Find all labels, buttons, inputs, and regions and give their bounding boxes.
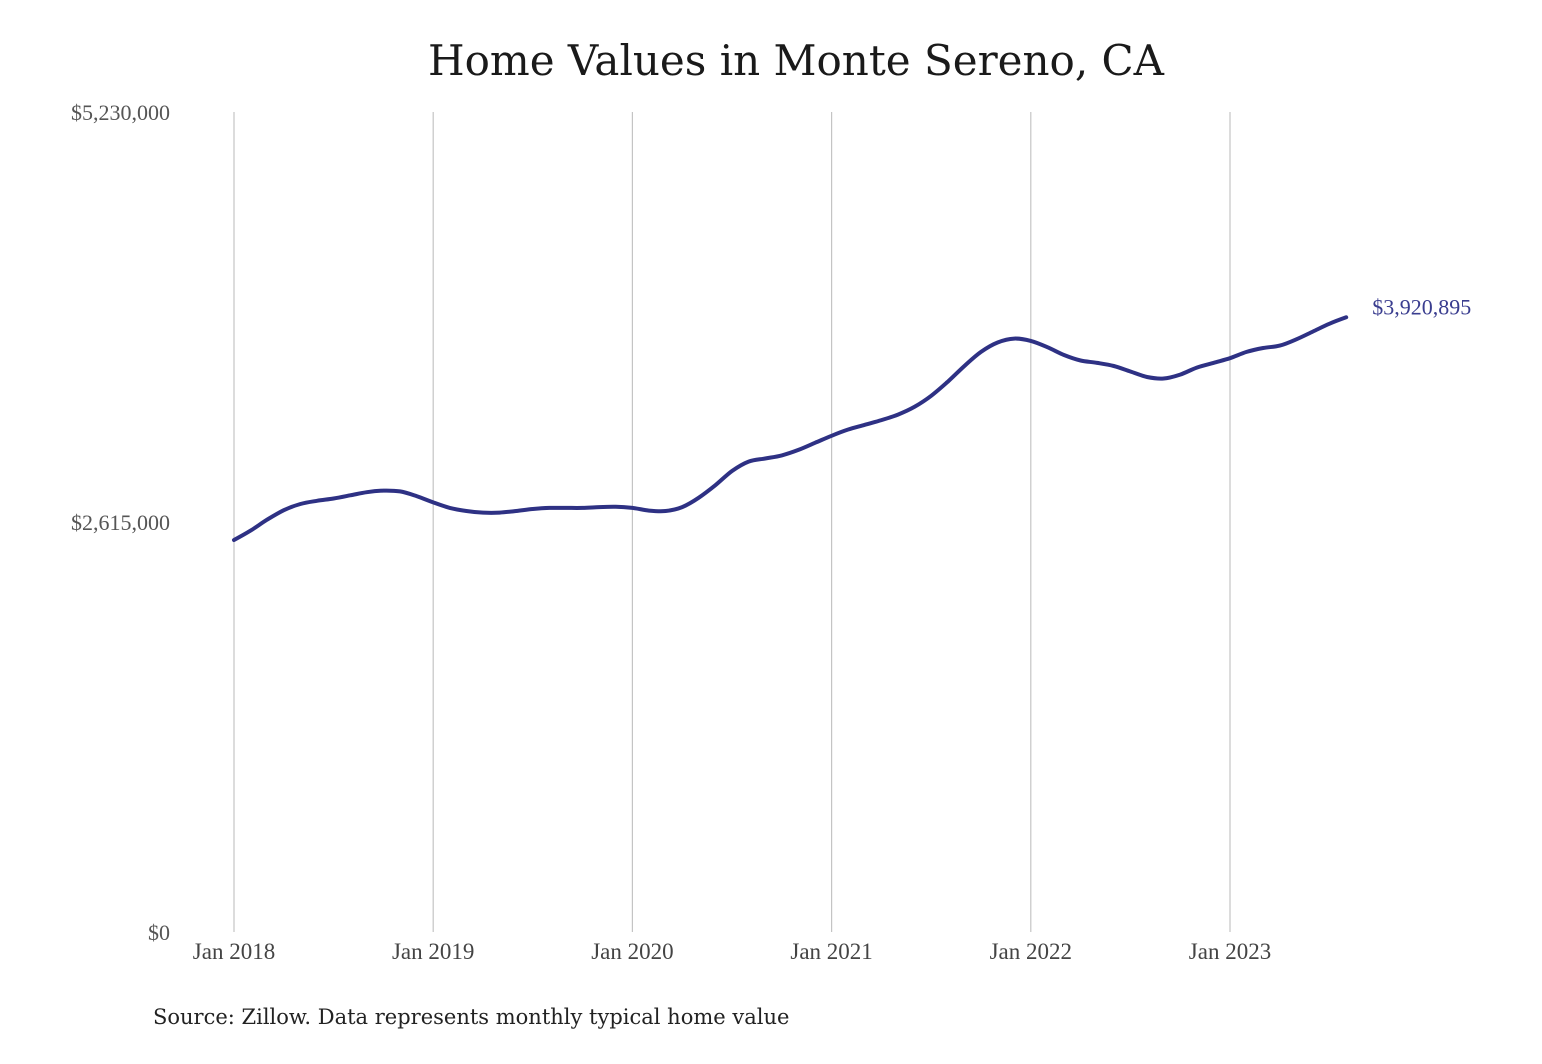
y-tick-label: $5,230,000 xyxy=(71,100,170,125)
chart-title: Home Values in Monte Sereno, CA xyxy=(428,36,1165,85)
x-tick-label: Jan 2022 xyxy=(990,939,1072,964)
x-tick-label: Jan 2020 xyxy=(591,939,673,964)
x-tick-label: Jan 2018 xyxy=(193,939,275,964)
source-note: Source: Zillow. Data represents monthly … xyxy=(153,1005,789,1029)
y-tick-label: $0 xyxy=(148,920,170,945)
x-tick-label: Jan 2023 xyxy=(1189,939,1271,964)
end-value-label: $3,920,895 xyxy=(1372,294,1471,319)
x-tick-label: Jan 2019 xyxy=(392,939,474,964)
x-axis-ticks: Jan 2018 Jan 2019 Jan 2020 Jan 2021 Jan 2022… xyxy=(193,939,1271,964)
y-axis-ticks: $0 $2,615,000 $5,230,000 xyxy=(71,100,170,945)
gridlines xyxy=(233,112,1231,932)
x-tick-label: Jan 2021 xyxy=(790,939,872,964)
home-value-line xyxy=(232,315,1349,542)
y-tick-label: $2,615,000 xyxy=(71,510,170,535)
